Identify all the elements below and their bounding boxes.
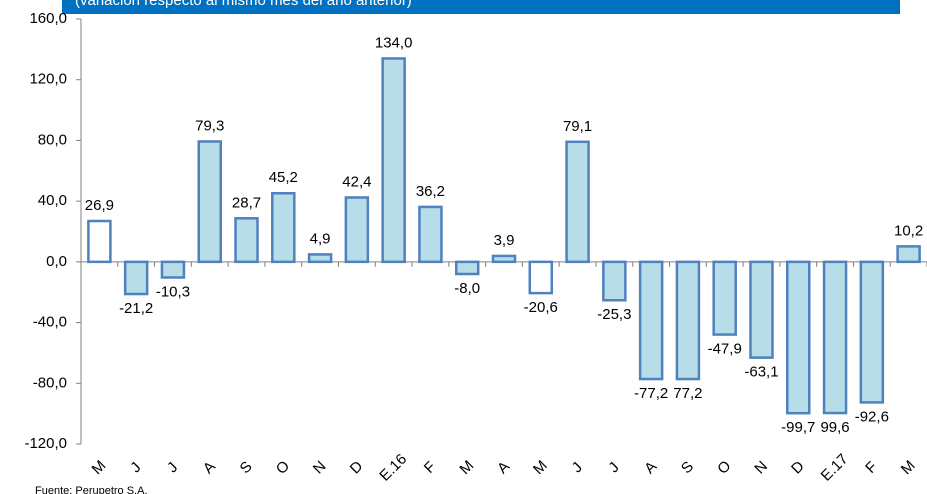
y-tick-label: 160,0 [29, 10, 67, 27]
x-tick-label: F [421, 458, 440, 477]
bar [712, 260, 737, 336]
bar [160, 260, 186, 279]
y-tick-label: -80,0 [33, 374, 67, 391]
bar [602, 260, 627, 302]
value-label: 26,9 [85, 197, 114, 214]
y-tick-label: 120,0 [29, 71, 67, 88]
value-label: -77,2 [634, 385, 668, 402]
bar [123, 260, 149, 296]
value-label: 79,3 [195, 117, 224, 134]
value-label: -47,9 [708, 341, 742, 358]
value-label: 28,7 [232, 194, 261, 211]
value-label: 79,1 [563, 118, 592, 135]
bar [896, 245, 921, 264]
x-tick-label: A [200, 458, 219, 477]
bar [197, 140, 222, 264]
y-tick-label: 0,0 [46, 253, 67, 270]
value-label: 3,9 [494, 232, 515, 249]
y-tick-label: 80,0 [38, 131, 67, 148]
x-tick-label: N [310, 458, 330, 478]
bar [749, 260, 774, 359]
x-tick-label: O [273, 457, 293, 477]
value-label: -25,3 [597, 306, 631, 323]
x-tick-label: J [569, 459, 586, 476]
bar [638, 260, 664, 381]
value-label: -92,6 [855, 408, 889, 425]
bar [381, 57, 406, 264]
x-tick-label: M [89, 457, 110, 478]
bar [454, 260, 480, 276]
bar [418, 205, 443, 264]
x-tick-label: D [347, 458, 367, 478]
x-tick-label: M [456, 457, 477, 478]
value-label: 99,6 [820, 419, 849, 436]
x-tick-label: N [751, 458, 771, 478]
x-tick-label: A [494, 458, 513, 477]
x-tick-label: E.17 [818, 451, 852, 485]
bar [234, 217, 259, 264]
bar [271, 192, 296, 264]
value-label: 42,4 [342, 173, 371, 190]
chart-title: (variación respecto al mismo mes del año… [75, 0, 412, 9]
bar [675, 260, 701, 381]
value-label: -99,7 [781, 419, 815, 436]
value-label: 10,2 [894, 222, 923, 239]
x-tick-label: M [898, 457, 919, 478]
x-tick-label: S [678, 458, 697, 477]
source: Fuente: Perupetro S.A. [35, 485, 148, 494]
x-tick-label: D [788, 458, 808, 478]
value-label: -8,0 [454, 280, 480, 297]
value-label: 134,0 [375, 34, 413, 51]
x-tick-label: A [641, 458, 660, 477]
bar [307, 253, 333, 264]
value-label: -10,3 [156, 283, 190, 300]
x-tick-label: E.16 [376, 451, 410, 485]
bar [859, 260, 885, 404]
bar [786, 260, 811, 415]
bar [344, 196, 370, 264]
x-tick-label: J [127, 459, 144, 476]
title-band [62, 0, 900, 14]
value-label: -63,1 [744, 364, 778, 381]
y-tick-label: -120,0 [24, 435, 67, 452]
bar [822, 260, 848, 415]
value-label: -20,6 [524, 299, 558, 316]
x-tick-label: S [237, 458, 256, 477]
x-tick-label: M [530, 457, 551, 478]
value-label: 77,2 [673, 385, 702, 402]
value-label: 45,2 [269, 169, 298, 186]
bar [528, 260, 554, 295]
bar [491, 254, 517, 264]
value-label: 36,2 [416, 183, 445, 200]
y-tick-label: -40,0 [33, 314, 67, 331]
x-tick-label: J [164, 459, 181, 476]
x-tick-label: F [862, 458, 881, 477]
bar [565, 140, 590, 264]
x-tick-label: O [714, 457, 734, 477]
value-label: 4,9 [310, 230, 331, 247]
bar [87, 219, 112, 264]
value-label: -21,2 [119, 300, 153, 317]
y-tick-label: 40,0 [38, 192, 67, 209]
x-tick-label: J [605, 459, 622, 476]
